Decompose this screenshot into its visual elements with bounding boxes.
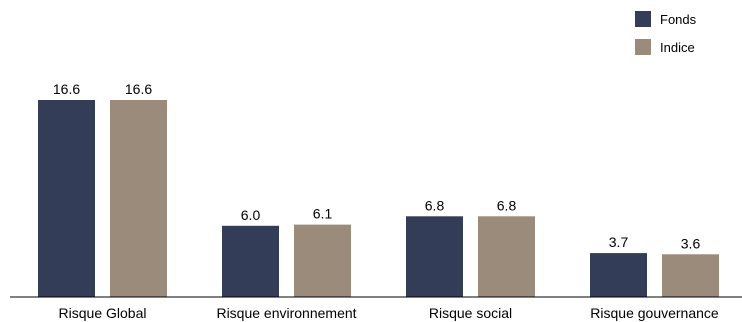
value-label-fonds-1: 6.0 bbox=[241, 207, 261, 223]
bar-fonds-2 bbox=[406, 216, 463, 297]
bars-group bbox=[38, 100, 719, 297]
bar-fonds-0 bbox=[38, 100, 95, 297]
category-label-3: Risque gouvernance bbox=[590, 305, 719, 321]
value-label-fonds-0: 16.6 bbox=[53, 81, 80, 97]
value-label-fonds-2: 6.8 bbox=[425, 197, 445, 213]
legend-item-fonds: Fonds bbox=[635, 9, 696, 29]
value-label-indice-2: 6.8 bbox=[497, 197, 517, 213]
bar-indice-3 bbox=[662, 254, 719, 297]
value-label-indice-0: 16.6 bbox=[125, 81, 152, 97]
legend-label-fonds: Fonds bbox=[660, 11, 697, 27]
category-label-2: Risque social bbox=[429, 305, 512, 321]
legend-swatch-indice bbox=[635, 39, 651, 55]
value-labels-group: 16.6 16.6 6.0 6.1 6.8 6.8 3.7 3.6 bbox=[53, 81, 701, 251]
legend: Fonds Indice bbox=[635, 9, 696, 65]
legend-swatch-fonds bbox=[635, 11, 651, 27]
category-label-1: Risque environnement bbox=[216, 305, 356, 321]
legend-label-indice: Indice bbox=[660, 39, 695, 55]
bar-fonds-3 bbox=[590, 253, 647, 297]
bar-indice-0 bbox=[110, 100, 167, 297]
bar-indice-2 bbox=[478, 216, 535, 297]
bar-indice-1 bbox=[294, 224, 351, 297]
value-label-indice-1: 6.1 bbox=[313, 206, 333, 222]
bar-fonds-1 bbox=[222, 225, 279, 297]
value-label-fonds-3: 3.7 bbox=[609, 234, 629, 250]
category-labels-group: Risque Global Risque environnement Risque … bbox=[59, 305, 719, 321]
legend-item-indice: Indice bbox=[635, 37, 696, 57]
category-label-0: Risque Global bbox=[59, 305, 147, 321]
value-label-indice-3: 3.6 bbox=[681, 235, 701, 251]
